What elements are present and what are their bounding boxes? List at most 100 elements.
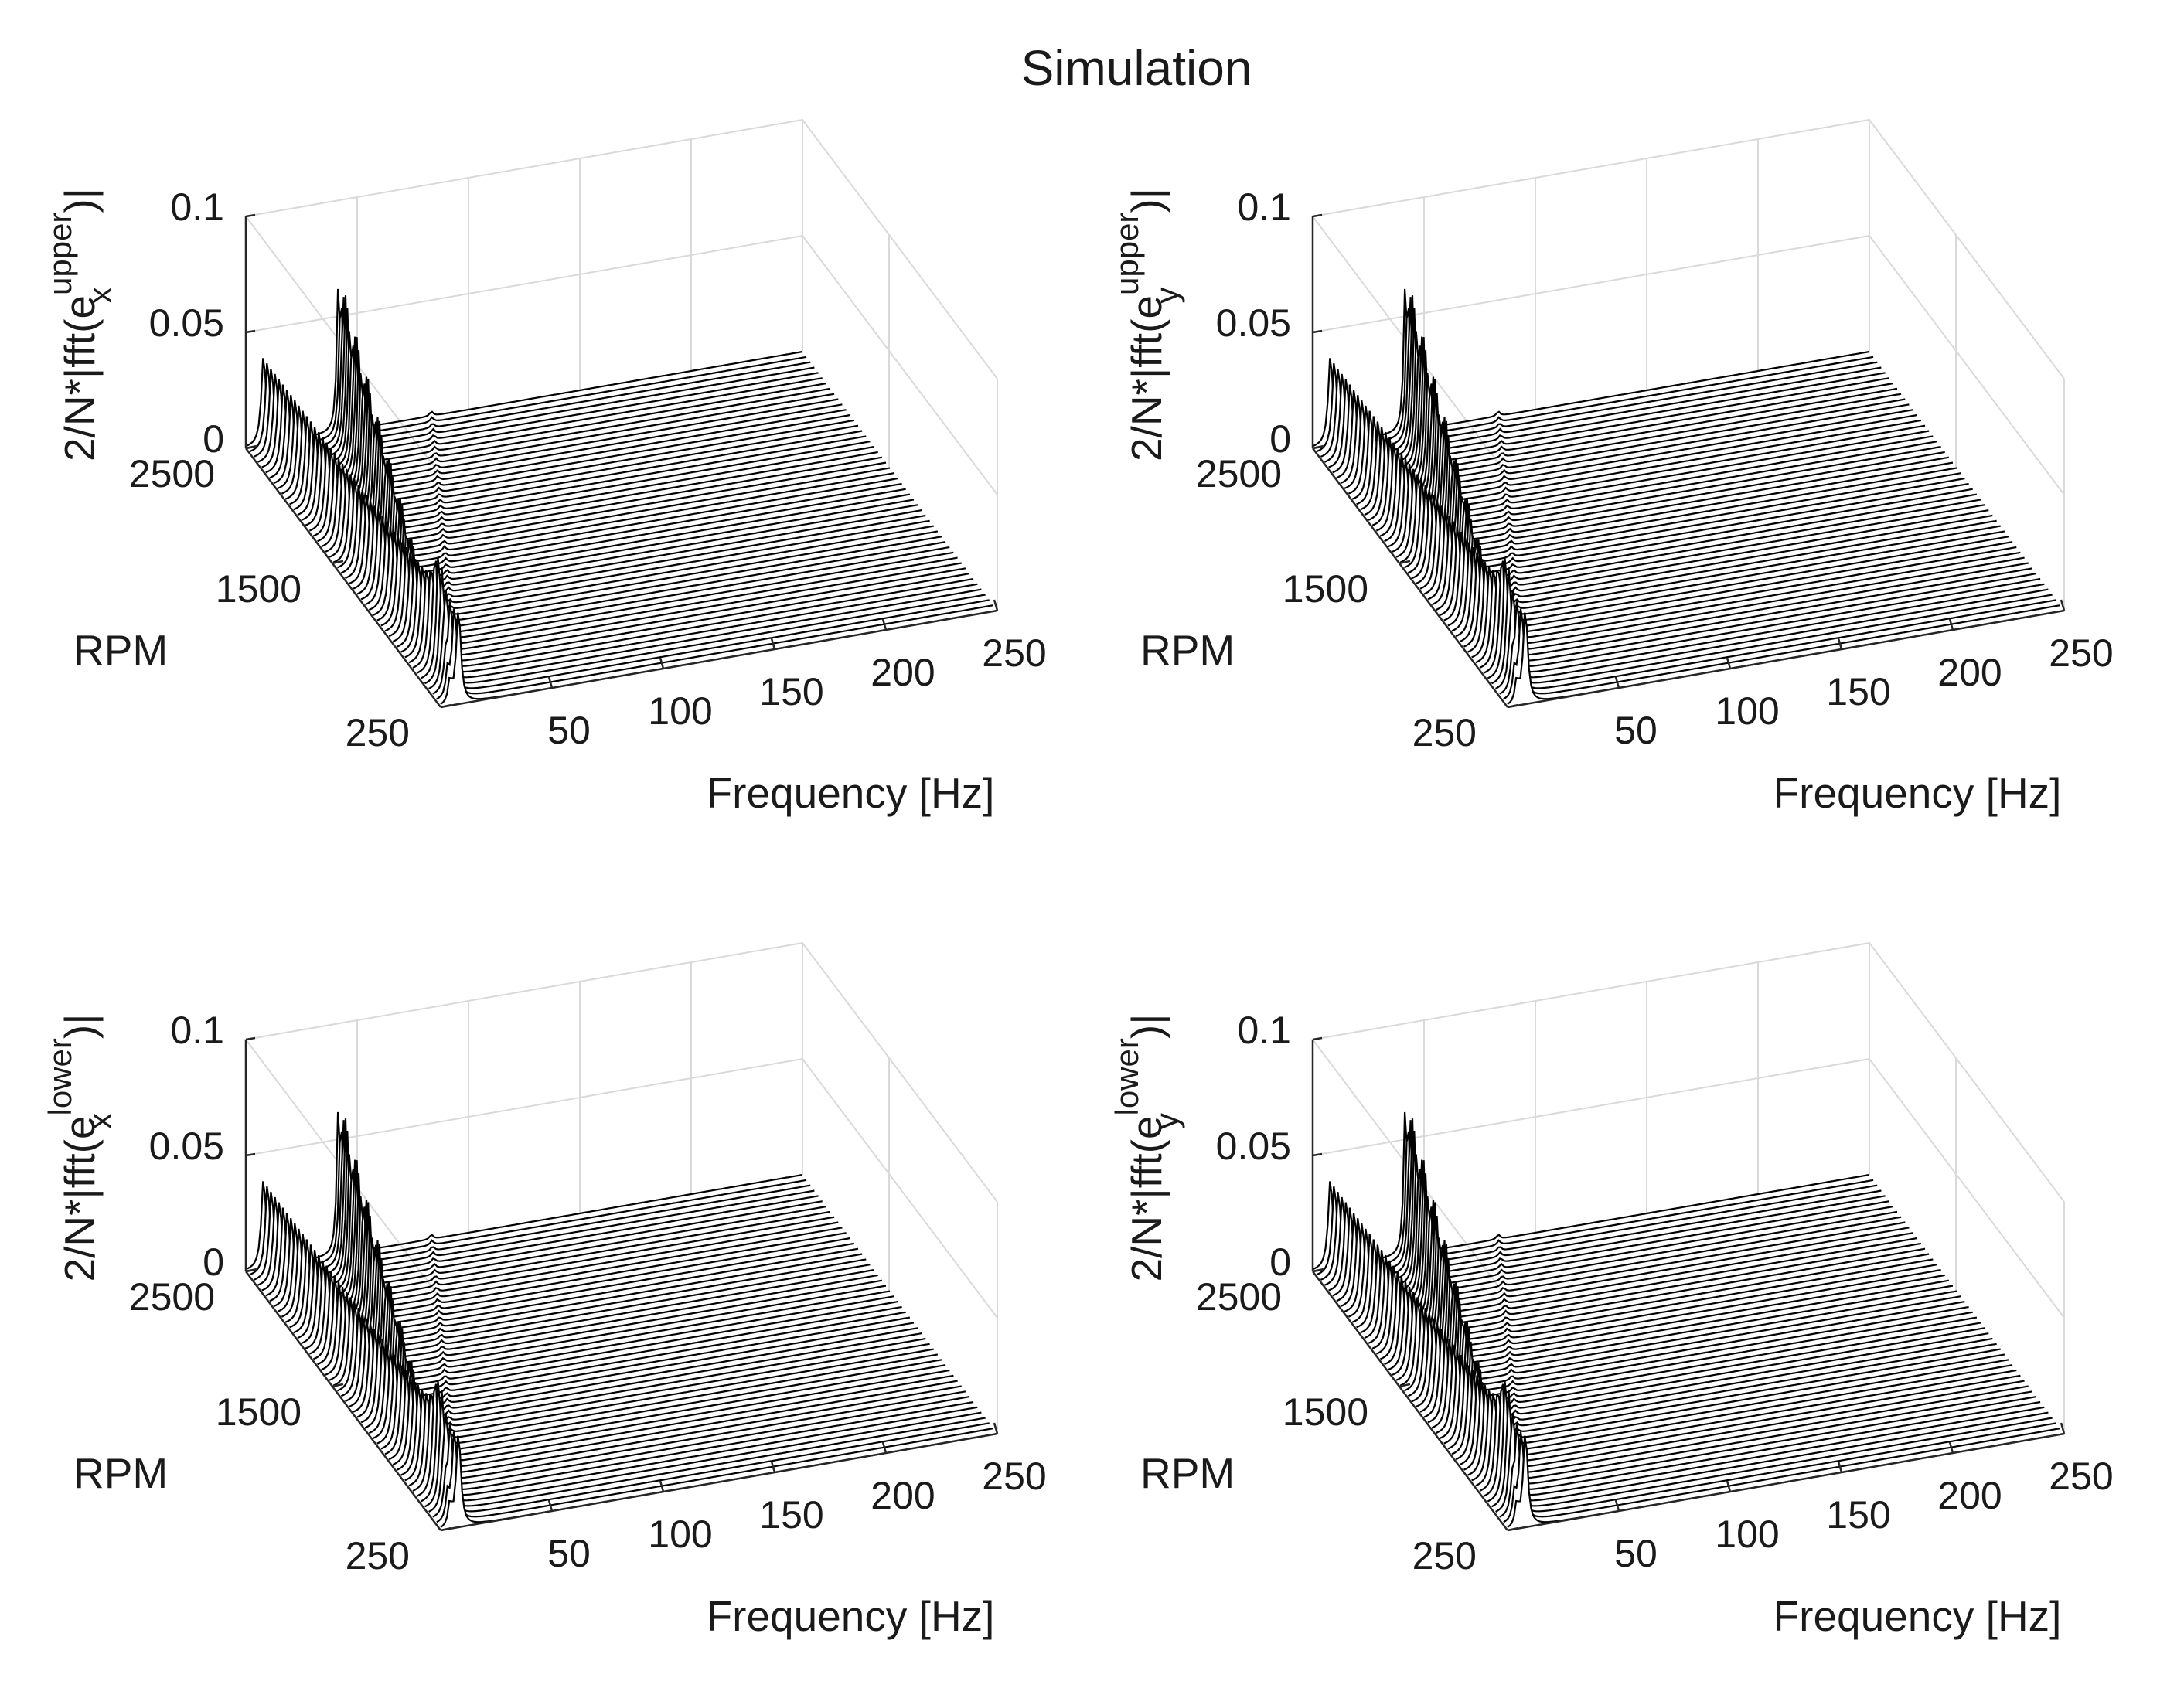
rpm-axis — [245, 448, 441, 708]
spectrum-line — [1392, 455, 1950, 553]
spectrum-line — [1423, 1322, 1981, 1418]
spectrum-line — [404, 1385, 962, 1482]
frequency-axis — [1507, 1432, 2065, 1532]
ztick-label: 0 — [1269, 417, 1291, 461]
spectrum-line — [340, 1300, 898, 1397]
spectrum-line — [384, 536, 942, 632]
xtick-label: 50 — [1614, 709, 1658, 752]
ztick-mark — [1312, 1152, 1323, 1157]
xtick-mark — [1837, 1461, 1843, 1473]
spectrum-line — [1467, 556, 2025, 653]
ytick-mark — [1507, 703, 1519, 709]
spectrum-line — [364, 509, 922, 606]
spectrum-line — [325, 1278, 883, 1376]
xtick-mark — [993, 1422, 999, 1434]
spectrum-line — [376, 525, 934, 621]
spectrum-line — [380, 1353, 939, 1450]
spectrum-line — [412, 570, 970, 669]
xtick-mark — [1837, 638, 1843, 650]
ylabel: RPM — [73, 1449, 168, 1497]
spectrum-line — [1416, 488, 1973, 584]
spectrum-line — [1499, 1422, 2056, 1518]
spectrum-line — [1407, 477, 1965, 574]
xlabel: Frequency [Hz] — [707, 1592, 995, 1640]
spectrum-line — [1463, 1374, 2021, 1471]
zlabel-sub: y — [1149, 1113, 1185, 1129]
xtick-label: 150 — [759, 670, 823, 713]
xtick-label: 100 — [1715, 1513, 1779, 1556]
spectrum-line — [424, 1391, 982, 1508]
spectrum-line — [1407, 1300, 1965, 1397]
xtick-mark — [659, 1480, 665, 1492]
ytick-label: 2500 — [1196, 452, 1282, 495]
ztick-label: 0.1 — [170, 1009, 224, 1052]
spectrum-line — [1503, 1428, 2061, 1523]
grid-line-z — [245, 1057, 998, 1319]
spectrum-line — [1447, 1353, 2005, 1450]
spectrum-line — [364, 1332, 922, 1429]
waterfall-series — [1312, 1111, 2065, 1530]
spectrum-line — [396, 1374, 954, 1471]
spectrum-line — [376, 1348, 934, 1445]
ztick-label: 0.1 — [1237, 185, 1291, 229]
xtick-label: 100 — [648, 689, 712, 733]
spectrum-line — [1475, 1390, 2033, 1487]
spectrum-line — [1388, 434, 1945, 548]
ztick-mark — [245, 1268, 256, 1273]
spectrum-line — [356, 499, 915, 595]
ztick-label: 0 — [203, 1240, 224, 1284]
spectrum-line — [1467, 1380, 2025, 1476]
spectrum-line — [336, 1286, 894, 1392]
spectrum-line — [1447, 530, 2005, 627]
spectrum-line — [420, 1380, 978, 1503]
ztick-label: 0.1 — [1237, 1009, 1291, 1052]
ytick-label: 1500 — [216, 1390, 302, 1434]
spectrum-line — [1495, 590, 2053, 689]
zlabel-suffix: )| — [56, 188, 104, 213]
spectrum-line — [1440, 1343, 1997, 1439]
xlabel: Frequency [Hz] — [707, 769, 995, 817]
spectrum-line — [373, 519, 930, 616]
spectrum-line — [1431, 1332, 1989, 1429]
xlabel: Frequency [Hz] — [1773, 769, 2062, 817]
zlabel-sub: x — [82, 1113, 118, 1129]
xtick-mark — [881, 618, 888, 631]
spectrum-line — [388, 541, 946, 638]
spectrum-line — [332, 458, 891, 563]
zlabel-sup: lower — [1109, 1038, 1145, 1115]
spectrum-line — [317, 420, 874, 543]
zlabel-sub: x — [82, 288, 118, 304]
spectrum-line — [1459, 546, 2017, 642]
spectrum-line — [380, 530, 939, 627]
ztick-label: 0.05 — [149, 301, 224, 345]
ztick-mark — [1312, 1268, 1323, 1273]
spectrum-line — [1419, 1316, 1978, 1413]
spectrum-line — [1403, 463, 1961, 569]
rpm-axis — [245, 1271, 441, 1531]
xtick-mark — [547, 676, 554, 689]
xtick-mark — [770, 638, 776, 650]
ztick-label: 0.05 — [1216, 301, 1291, 345]
waterfall-series — [1312, 288, 2065, 707]
spectrum-line — [420, 556, 978, 679]
ztick-mark — [1312, 445, 1323, 450]
ztick-mark — [245, 445, 256, 450]
ztick-mark — [245, 1036, 256, 1041]
spectrum-line — [360, 1327, 918, 1424]
spectrum-line — [1423, 499, 1981, 595]
spectrum-line — [1435, 1337, 1993, 1434]
zlabel: 2/N*|fft(eupperx)| — [42, 188, 118, 461]
zlabel: 2/N*|fft(elowery)| — [1109, 1013, 1185, 1281]
zlabel-sup: upper — [1109, 213, 1145, 295]
zlabel-prefix: 2/N*|fft(e — [1123, 295, 1170, 461]
xtick-label: 150 — [759, 1493, 823, 1537]
ztick-label: 0 — [1269, 1240, 1291, 1284]
xtick-mark — [1726, 1480, 1732, 1492]
spectrum-line — [432, 1422, 990, 1518]
ytick-label: 250 — [346, 711, 410, 754]
